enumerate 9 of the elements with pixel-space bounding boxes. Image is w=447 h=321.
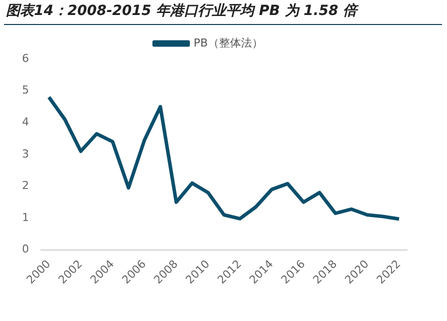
y-tick-label: 2	[22, 179, 29, 192]
y-tick-label: 4	[22, 115, 29, 128]
chart-title: 图表14：2008-2015 年港口行业平均 PB 为 1.58 倍	[6, 2, 358, 20]
y-tick-label: 6	[22, 52, 29, 65]
y-tick-label: 0	[22, 242, 29, 256]
y-tick-label: 5	[22, 84, 29, 97]
y-tick-label: 3	[22, 147, 29, 160]
legend-label: PB（整体法）	[194, 36, 263, 50]
y-tick-label: 1	[22, 210, 29, 224]
